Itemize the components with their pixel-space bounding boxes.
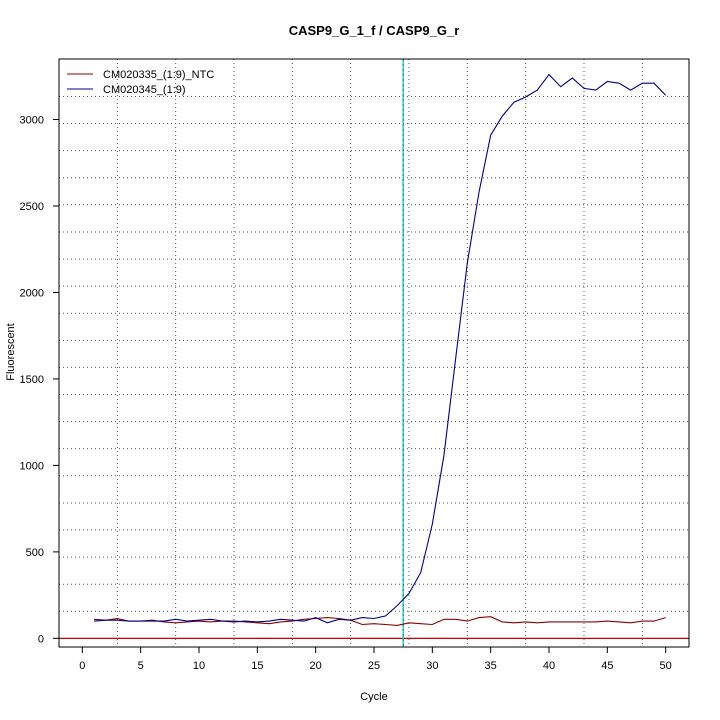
x-tick-label: 10 [193, 660, 205, 672]
y-tick-label: 0 [38, 633, 44, 645]
legend-label-1: CM020335_(1:9)_NTC [103, 69, 214, 81]
x-axis-label: Cycle [360, 691, 388, 703]
series-line-2 [93, 73, 667, 624]
grid-lines [59, 59, 689, 647]
y-tick-label: 1500 [20, 374, 44, 386]
y-tick-label: 3000 [20, 115, 44, 127]
x-tick-label: 5 [138, 660, 144, 672]
y-axis: 0 500 1000 1500 2000 2500 3000 [20, 115, 59, 645]
reference-lines [59, 59, 689, 647]
x-tick-label: 30 [426, 660, 438, 672]
series-line-1 [93, 616, 666, 626]
x-tick-label: 15 [251, 660, 263, 672]
x-axis: 0 5 10 15 20 25 30 35 40 45 50 [79, 647, 672, 672]
x-tick-label: 50 [660, 660, 672, 672]
x-tick-label: 25 [368, 660, 380, 672]
x-tick-label: 35 [485, 660, 497, 672]
x-tick-label: 40 [543, 660, 555, 672]
series-lines [93, 73, 667, 626]
x-tick-label: 0 [79, 660, 85, 672]
y-tick-label: 500 [26, 547, 44, 559]
x-tick-label: 45 [601, 660, 613, 672]
y-tick-label: 1000 [20, 460, 44, 472]
y-axis-label: Fluorescent [5, 323, 17, 380]
legend: CM020335_(1:9)_NTC CM020345_(1:9) [67, 69, 214, 96]
y-tick-label: 2000 [20, 287, 44, 299]
y-tick-label: 2500 [20, 201, 44, 213]
legend-label-2: CM020345_(1:9) [103, 84, 186, 96]
x-tick-label: 20 [310, 660, 322, 672]
chart-title: CASP9_G_1_f / CASP9_G_r [289, 23, 460, 38]
